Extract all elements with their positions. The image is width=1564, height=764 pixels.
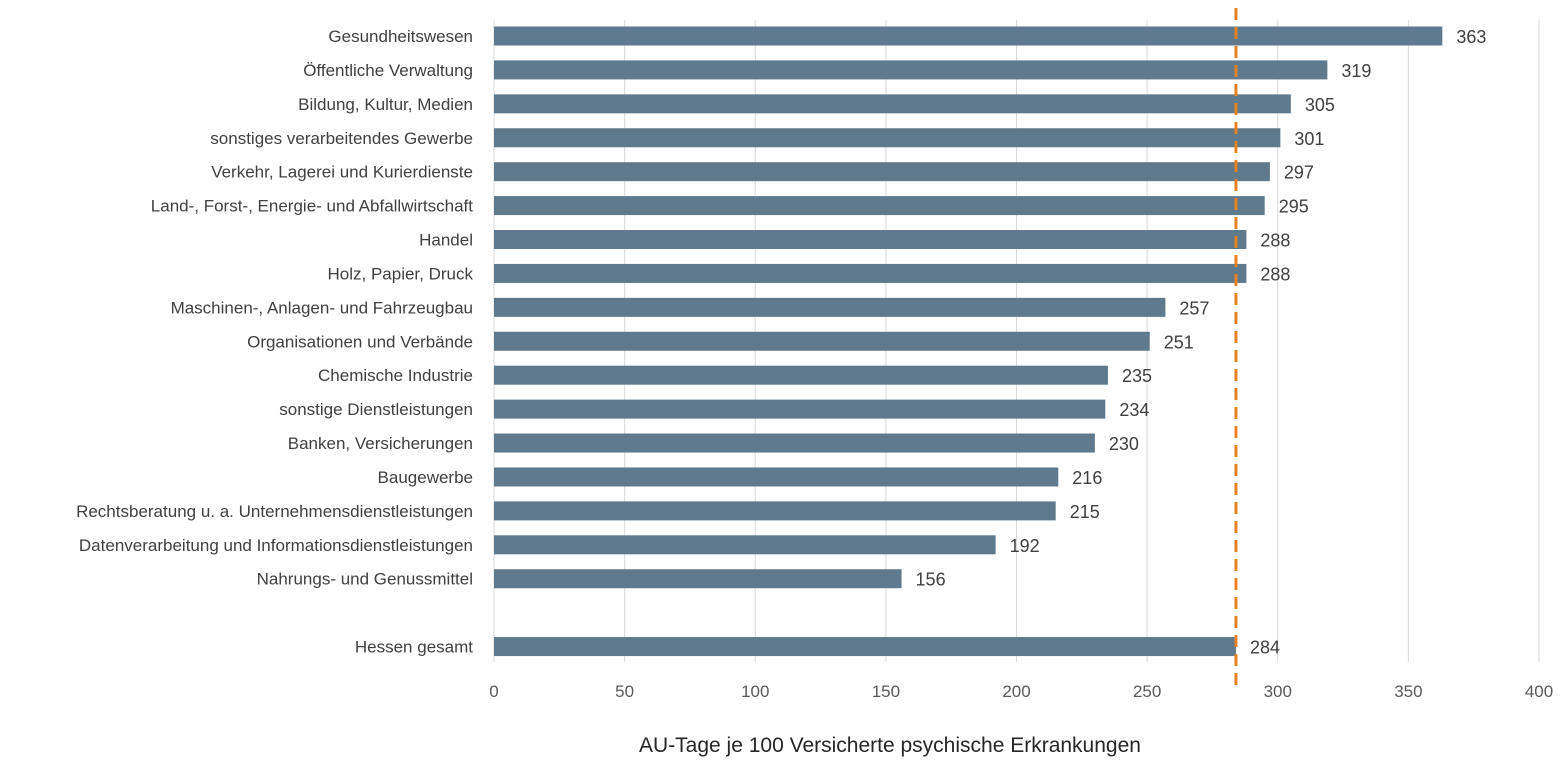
value-label: 295 xyxy=(1279,197,1309,217)
x-tick-label: 350 xyxy=(1394,682,1422,701)
category-label: Holz, Papier, Druck xyxy=(328,264,474,283)
value-label: 284 xyxy=(1250,638,1280,658)
value-label: 363 xyxy=(1456,27,1486,47)
value-labels: 363 319 305 301 297 295 288 288 257 251 235 234 230 2… xyxy=(916,27,1487,658)
x-tick-label: 0 xyxy=(489,682,498,701)
bar xyxy=(494,230,1247,250)
category-label: sonstiges verarbeitendes Gewerbe xyxy=(210,129,473,148)
category-label: Banken, Versicherungen xyxy=(288,434,473,453)
bar xyxy=(494,637,1236,657)
category-label: Datenverarbeitung und Informationsdienst… xyxy=(79,536,473,555)
category-label: Chemische Industrie xyxy=(318,366,473,385)
bar xyxy=(494,467,1059,487)
x-tick-label: 100 xyxy=(741,682,769,701)
category-labels: Gesundheitswesen Öffentliche Verwaltung Bi… xyxy=(76,27,473,657)
value-label: 301 xyxy=(1294,129,1324,149)
value-label: 230 xyxy=(1109,434,1139,454)
value-label: 251 xyxy=(1164,332,1194,352)
bar xyxy=(494,128,1281,148)
value-label: 288 xyxy=(1260,231,1290,251)
category-label: Nahrungs- und Genussmittel xyxy=(257,570,473,589)
bar xyxy=(494,263,1247,283)
bar xyxy=(494,196,1265,216)
value-label: 297 xyxy=(1284,163,1314,183)
category-label: Rechtsberatung u. a. Unternehmensdienstl… xyxy=(76,502,473,521)
bar xyxy=(494,26,1443,46)
bar xyxy=(494,365,1108,385)
value-label: 192 xyxy=(1010,536,1040,556)
bar xyxy=(494,94,1291,114)
value-label: 288 xyxy=(1260,264,1290,284)
x-tick-label: 400 xyxy=(1525,682,1553,701)
x-tick-label: 250 xyxy=(1133,682,1161,701)
x-tick-label: 200 xyxy=(1002,682,1030,701)
x-tick-label: 300 xyxy=(1264,682,1292,701)
category-label: Land-, Forst-, Energie- und Abfallwirtsc… xyxy=(151,197,473,216)
bar xyxy=(494,535,996,555)
x-tick-labels: 0 50 100 150 200 250 300 350 400 xyxy=(489,682,1553,701)
bar xyxy=(494,569,902,589)
x-axis-title: AU-Tage je 100 Versicherte psychische Er… xyxy=(639,734,1141,757)
category-label: Organisationen und Verbände xyxy=(247,332,473,351)
bars xyxy=(494,26,1443,657)
category-label: Bildung, Kultur, Medien xyxy=(298,95,473,114)
bar xyxy=(494,297,1166,317)
value-label: 156 xyxy=(916,570,946,590)
category-label: Öffentliche Verwaltung xyxy=(303,61,473,80)
bar xyxy=(494,501,1056,521)
category-label: Gesundheitswesen xyxy=(328,27,473,46)
bar xyxy=(494,60,1328,80)
category-label: sonstige Dienstleistungen xyxy=(279,400,473,419)
value-label: 305 xyxy=(1305,95,1335,115)
category-label: Verkehr, Lagerei und Kurierdienste xyxy=(211,163,473,182)
bar xyxy=(494,162,1270,182)
bar xyxy=(494,399,1106,419)
value-label: 215 xyxy=(1070,502,1100,522)
category-label: Hessen gesamt xyxy=(355,638,473,657)
value-label: 235 xyxy=(1122,366,1152,386)
x-tick-label: 150 xyxy=(872,682,900,701)
category-label: Maschinen-, Anlagen- und Fahrzeugbau xyxy=(171,298,473,317)
value-label: 257 xyxy=(1179,298,1209,318)
value-label: 234 xyxy=(1119,400,1149,420)
value-label: 216 xyxy=(1072,468,1102,488)
value-label: 319 xyxy=(1341,61,1371,81)
bar xyxy=(494,331,1150,351)
category-label: Baugewerbe xyxy=(378,468,473,487)
x-tick-label: 50 xyxy=(615,682,634,701)
category-label: Handel xyxy=(419,231,473,250)
bar xyxy=(494,433,1095,453)
